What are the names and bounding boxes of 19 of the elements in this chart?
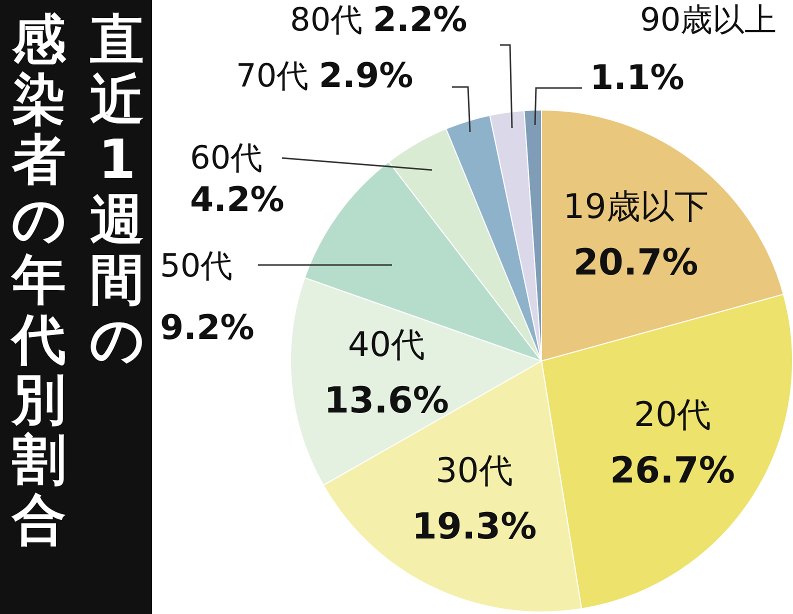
data-label: 2.2% — [372, 0, 468, 40]
slice-label: 20代 — [634, 394, 712, 435]
slice-label: 19歳以下 — [563, 187, 708, 228]
data-label: 4.2% — [190, 180, 284, 220]
slice-label: 70代 — [236, 56, 309, 94]
data-label: 2.9% — [318, 56, 414, 96]
slice-label: 60代 — [190, 138, 263, 176]
slice-label: 40代 — [348, 324, 426, 365]
data-label: 9.2% — [160, 308, 254, 348]
chart-title: 直近1週間の感染者の年代別割合 — [12, 8, 144, 551]
slice-label: 90歳以上 — [640, 0, 777, 38]
data-label: 20.7% — [573, 242, 698, 284]
data-label: 19.3% — [412, 506, 537, 548]
data-label: 13.6% — [324, 380, 449, 422]
slice-label: 30代 — [436, 451, 513, 492]
data-label: 26.7% — [610, 450, 735, 492]
slice-label: 80代 — [290, 0, 363, 38]
slice-label: 50代 — [160, 246, 233, 284]
data-label: 1.1% — [590, 58, 684, 98]
